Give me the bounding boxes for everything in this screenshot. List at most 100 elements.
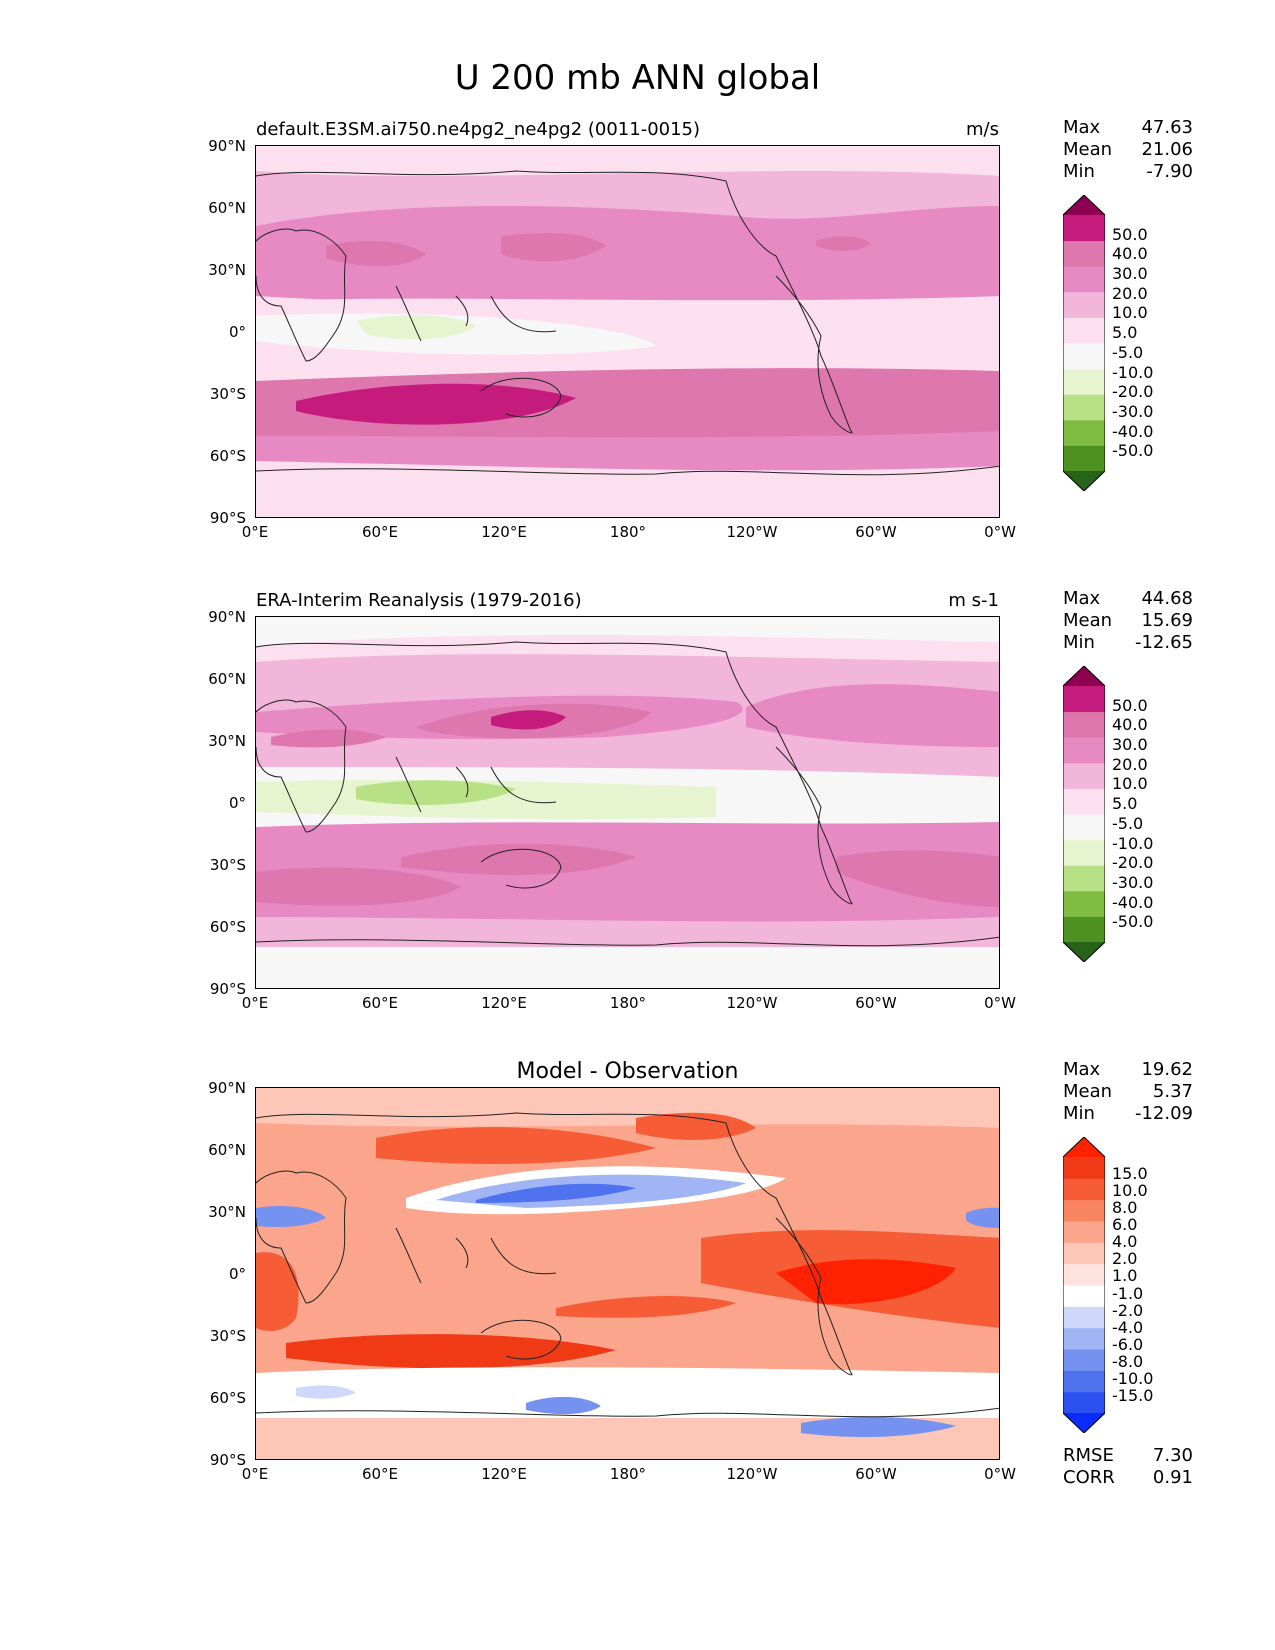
metric-value: 0.91 [1152, 1467, 1193, 1488]
stat-label: Mean [1063, 139, 1113, 160]
colorbar-tick-label: -5.0 [1112, 813, 1144, 833]
colorbar-segment [1063, 1199, 1105, 1222]
colorbar-segment [1063, 215, 1105, 242]
panel-center-title: Model - Observation [516, 1059, 739, 1084]
colorbar-tick-label: 30.0 [1112, 735, 1148, 755]
stat-label: Max [1063, 588, 1101, 609]
lon-label: 0°E [241, 1465, 269, 1483]
colorbar [1062, 1136, 1106, 1434]
colorbar-tick-label: 10.0 [1112, 303, 1148, 323]
stats-box: Max 19.62 Mean 5.37 Min -12.09 [1063, 1059, 1193, 1125]
lon-label: 60°W [855, 994, 897, 1012]
lon-label: 180° [609, 523, 647, 541]
panel-left-title: ERA-Interim Reanalysis (1979-2016) [256, 590, 582, 611]
colorbar-segment [1063, 1178, 1105, 1201]
lat-label: 30°N [208, 261, 246, 279]
colorbar-segment [1063, 317, 1105, 344]
colorbar-segment [1063, 1349, 1105, 1371]
metric-label: CORR [1063, 1467, 1115, 1488]
panel-units: m s-1 [948, 590, 999, 611]
lat-label: 30°S [209, 856, 246, 874]
lon-label: 0°W [984, 994, 1016, 1012]
colorbar-tick-label: 1.0 [1112, 1266, 1138, 1286]
colorbar-segment [1063, 737, 1105, 764]
lat-label: 0° [228, 794, 246, 812]
lon-label: 60°W [855, 523, 897, 541]
colorbar-tick-label: 40.0 [1112, 715, 1148, 735]
colorbar [1062, 665, 1106, 963]
colorbar-segment [1063, 445, 1105, 472]
metric-value: 7.30 [1152, 1445, 1193, 1466]
stat-value: 21.06 [1141, 139, 1193, 160]
stat-label: Mean [1063, 1081, 1113, 1102]
colorbar-segment [1063, 1391, 1105, 1414]
colorbar-segment [1063, 711, 1105, 738]
stats-box: Max 47.63 Mean 21.06 Min -7.90 [1063, 117, 1193, 183]
map-model [255, 145, 1000, 518]
colorbar-segment [1063, 839, 1105, 866]
panel-difference: Model - Observation [0, 1057, 1275, 1497]
metric-label: RMSE [1063, 1445, 1114, 1466]
lat-label: 60°N [208, 670, 246, 688]
lat-label: 30°S [209, 1327, 246, 1345]
colorbar-tick-label: 30.0 [1112, 264, 1148, 284]
panel-units: m/s [966, 119, 999, 140]
lon-label: 180° [609, 994, 647, 1012]
colorbar-tick-label: 40.0 [1112, 244, 1148, 264]
stat-value: 19.62 [1141, 1059, 1193, 1080]
metrics-box: RMSE 7.30 CORR 0.91 [1063, 1445, 1193, 1489]
lon-label: 120°E [481, 994, 527, 1012]
colorbar-tick-label: -50.0 [1112, 441, 1154, 461]
colorbar-segment [1063, 1327, 1105, 1350]
colorbar-extend-bottom [1063, 942, 1105, 962]
panel-observation: ERA-Interim Reanalysis (1979-2016) m s-1 [0, 586, 1275, 1026]
lon-label: 180° [609, 1465, 647, 1483]
lon-label: 0°W [984, 1465, 1016, 1483]
colorbar-segment [1063, 814, 1105, 841]
colorbar-tick-label: -30.0 [1112, 401, 1154, 421]
stat-label: Min [1063, 632, 1095, 653]
colorbar-segment [1063, 394, 1105, 421]
figure-title: U 200 mb ANN global [454, 58, 821, 98]
stat-label: Max [1063, 117, 1101, 138]
colorbar-tick-label: 20.0 [1112, 754, 1148, 774]
colorbar-segment [1063, 1285, 1105, 1307]
colorbar-tick-label: 2.0 [1112, 1249, 1138, 1269]
map-observation [255, 616, 1000, 989]
lat-label: 0° [228, 323, 246, 341]
lat-label: 60°N [208, 199, 246, 217]
colorbar-tick-label: -10.0 [1112, 1368, 1154, 1388]
colorbar-segment [1063, 419, 1105, 446]
stat-label: Min [1063, 1103, 1095, 1124]
stat-label: Mean [1063, 610, 1113, 631]
colorbar-segment [1063, 1306, 1105, 1329]
stat-value: 44.68 [1141, 588, 1193, 609]
colorbar-segment [1063, 1157, 1105, 1179]
colorbar-segment [1063, 1263, 1105, 1286]
lon-label: 60°E [361, 1465, 399, 1483]
stat-value: 47.63 [1141, 117, 1193, 138]
lat-label: 60°N [208, 1141, 246, 1159]
stat-value: -7.90 [1146, 161, 1193, 182]
panel-model: default.E3SM.ai750.ne4pg2_ne4pg2 (0011-0… [0, 115, 1275, 555]
lat-label: 60°S [209, 447, 246, 465]
colorbar-segment [1063, 686, 1105, 713]
lat-label: 30°N [208, 732, 246, 750]
lon-label: 0°E [241, 994, 269, 1012]
colorbar-tick-label: -50.0 [1112, 912, 1154, 932]
colorbar-segment [1063, 266, 1105, 293]
colorbar-segment [1063, 368, 1105, 395]
colorbar-segment [1063, 240, 1105, 267]
lon-label: 60°W [855, 1465, 897, 1483]
colorbar-segment [1063, 890, 1105, 917]
colorbar-tick-label: -2.0 [1112, 1300, 1144, 1320]
lat-label: 90°N [208, 608, 246, 626]
colorbar-tick-label: -30.0 [1112, 872, 1154, 892]
lon-label: 120°W [726, 523, 778, 541]
colorbar-extend-top [1063, 666, 1105, 686]
colorbar-tick-label: 20.0 [1112, 283, 1148, 303]
colorbar-extend-bottom [1063, 1413, 1105, 1433]
colorbar-tick-label: -20.0 [1112, 853, 1154, 873]
colorbar-tick-label: -40.0 [1112, 892, 1154, 912]
colorbar-tick-label: 50.0 [1112, 224, 1148, 244]
